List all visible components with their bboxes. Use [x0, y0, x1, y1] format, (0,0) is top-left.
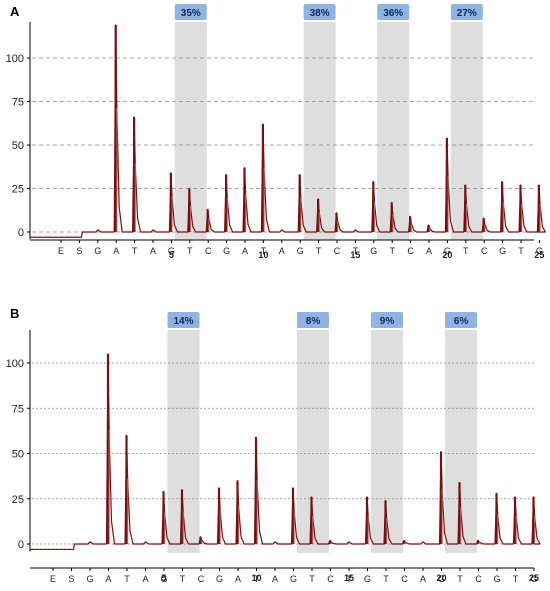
dispensation-label: G	[493, 574, 500, 584]
dispensation-label: A	[113, 246, 119, 256]
dispensation-label: E	[58, 246, 64, 256]
dispensation-label: G	[223, 246, 230, 256]
position-label: 10	[258, 250, 268, 260]
percent-label: 6%	[454, 316, 469, 327]
percent-label: 9%	[380, 316, 395, 327]
dispensation-label: E	[50, 574, 56, 584]
dispensation-label: A	[242, 246, 248, 256]
dispensation-label: G	[297, 246, 304, 256]
percent-label: 14%	[173, 316, 193, 327]
percent-box	[167, 312, 200, 328]
dispensation-label: G	[160, 574, 167, 584]
dispensation-label: A	[142, 574, 148, 584]
dispensation-label: C	[475, 574, 482, 584]
dispensation-label: C	[481, 246, 488, 256]
dispensation-label: T	[513, 574, 519, 584]
dispensation-label: T	[463, 246, 469, 256]
y-tick-label: 100	[6, 358, 24, 370]
dispensation-label: T	[187, 246, 193, 256]
dispensation-label: C	[205, 246, 212, 256]
dispensation-label: G	[536, 246, 543, 256]
percent-label: 35%	[181, 8, 201, 19]
panel-label: B	[10, 306, 19, 321]
dispensation-label: T	[518, 246, 524, 256]
dispensation-label: T	[457, 574, 463, 584]
y-tick-label: 25	[12, 184, 24, 196]
percent-box	[445, 312, 477, 328]
dispensation-label: A	[235, 574, 241, 584]
position-label: 5	[169, 250, 174, 260]
percent-box	[371, 312, 403, 328]
dispensation-label: A	[105, 574, 111, 584]
dispensation-label: A	[420, 574, 426, 584]
dispensation-label: T	[353, 246, 359, 256]
dispensation-label: G	[438, 574, 445, 584]
position-label: 20	[436, 573, 446, 583]
y-tick-label: 25	[12, 494, 24, 506]
panel-b: B 14% 8% 9% 6% 0 25 50 75 100 E S G A T A G T C G A T A G T C T G T C…	[6, 306, 541, 584]
dispensation-label: T	[132, 246, 138, 256]
y-tick-label: 0	[18, 539, 24, 551]
dispensation-label: G	[94, 246, 101, 256]
dispensation-label: G	[86, 574, 93, 584]
dispensation-label: A	[150, 246, 156, 256]
dispensation-label: G	[290, 574, 297, 584]
percent-label: 36%	[383, 8, 403, 19]
y-tick-label: 50	[12, 449, 24, 461]
dispensation-label: T	[261, 246, 267, 256]
dispensation-label: C	[334, 246, 341, 256]
percent-box	[377, 4, 410, 20]
position-label: 20	[442, 250, 452, 260]
dispensation-label: T	[346, 574, 352, 584]
position-label: 25	[529, 573, 539, 583]
percent-label: 38%	[310, 8, 330, 19]
y-tick-label: 50	[12, 140, 24, 152]
dispensation-label: S	[68, 574, 74, 584]
dispensation-label: A	[272, 574, 278, 584]
dispensation-label: C	[407, 246, 414, 256]
position-label: 25	[534, 250, 544, 260]
position-label: 5	[161, 573, 166, 583]
percent-box	[450, 4, 483, 20]
dispensation-label: G	[370, 246, 377, 256]
panel-a: A 35% 38% 36% 27% 0 25 50 75 100 E S G A T A G T C G A T A G T C T…	[6, 4, 546, 260]
dispensation-label: G	[216, 574, 223, 584]
position-label: 10	[251, 573, 261, 583]
dispensation-label: T	[180, 574, 186, 584]
dispensation-label: T	[383, 574, 389, 584]
dispensation-label: T	[316, 246, 322, 256]
percent-box	[297, 312, 329, 328]
dispensation-label: A	[279, 246, 285, 256]
percent-box	[174, 4, 207, 20]
percent-box	[303, 4, 336, 20]
y-tick-label: 75	[12, 97, 24, 109]
dispensation-label: C	[327, 574, 334, 584]
dispensation-label: G	[444, 246, 451, 256]
highlight-band	[377, 22, 410, 240]
dispensation-label: T	[124, 574, 130, 584]
percent-label: 27%	[457, 8, 477, 19]
y-tick-label: 100	[6, 53, 24, 65]
panel-label: A	[10, 4, 20, 19]
position-label: 15	[344, 573, 354, 583]
dispensation-label: G	[499, 246, 506, 256]
dispensation-label: T	[389, 246, 395, 256]
dispensation-label: G	[168, 246, 175, 256]
dispensation-label: C	[401, 574, 408, 584]
dispensation-label: A	[426, 246, 432, 256]
percent-label: 8%	[306, 316, 321, 327]
dispensation-label: T	[309, 574, 315, 584]
dispensation-label: C	[198, 574, 205, 584]
dispensation-label: G	[530, 574, 537, 584]
y-tick-label: 75	[12, 403, 24, 415]
highlight-band	[303, 22, 336, 240]
dispensation-label: T	[254, 574, 260, 584]
position-label: 15	[350, 250, 360, 260]
y-tick-label: 0	[18, 227, 24, 239]
dispensation-label: G	[364, 574, 371, 584]
dispensation-label: S	[76, 246, 82, 256]
